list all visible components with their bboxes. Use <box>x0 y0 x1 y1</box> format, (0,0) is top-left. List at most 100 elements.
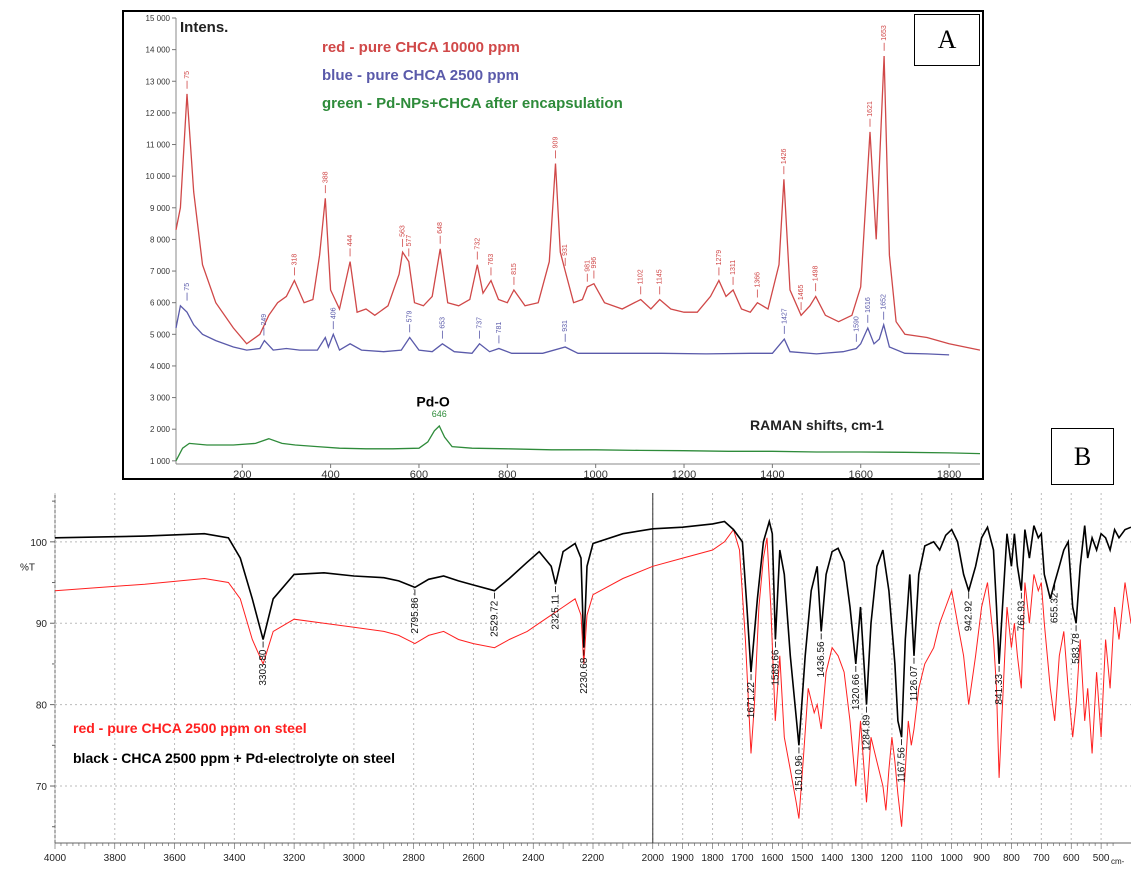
peak-label: 1320.66 <box>851 674 862 711</box>
y-tick-label: 8 000 <box>150 235 171 244</box>
y-tick-label: 12 000 <box>146 109 171 118</box>
legend-entry: black - CHCA 2500 ppm + Pd-electrolyte o… <box>73 750 395 766</box>
x-tick-label: 2600 <box>462 853 485 864</box>
x-tick-label: 2200 <box>582 853 605 864</box>
peak-label: 1284.89 <box>862 714 873 751</box>
x-tick-label: 800 <box>1003 853 1020 864</box>
peak-label: 249 <box>261 314 268 326</box>
x-tick-label: 400 <box>321 469 339 478</box>
peak-label: 781 <box>496 322 503 334</box>
ftir-chart: 70 80 90 100 %T 4000 3800 3600 3400 3200 3000 2800 2… <box>20 493 1131 866</box>
raman-chart: 1 000 2 000 3 000 4 000 5 000 6 000 7 000 8 000… <box>146 14 981 481</box>
peak-label: 815 <box>511 263 518 275</box>
peak-label: 1652 <box>881 294 888 310</box>
peak-label: 1653 <box>881 25 888 41</box>
peak-label: 406 <box>330 307 337 319</box>
y-tick-label: 10 000 <box>146 172 171 181</box>
peak-label: 931 <box>562 244 569 256</box>
peak-label: 1436.56 <box>816 641 827 678</box>
y-tick-label: 11 000 <box>146 141 170 150</box>
x-tick-label: 1800 <box>701 853 724 864</box>
y-tick-label: 15 000 <box>146 14 171 23</box>
y-tick-label: 90 <box>36 619 48 630</box>
x-tick-label: 1500 <box>791 853 814 864</box>
x-tick-label: 200 <box>233 469 251 478</box>
peak-label: 1102 <box>638 269 645 284</box>
legend-entry: red - pure CHCA 2500 ppm on steel <box>73 720 307 736</box>
peak-label: 1465 <box>798 284 805 300</box>
peak-label: 996 <box>591 257 598 269</box>
peak-label: 1616 <box>865 297 872 313</box>
x-tick-label: 600 <box>1063 853 1080 864</box>
peak-label: 737 <box>476 317 483 329</box>
spectrum-line <box>175 424 981 462</box>
x-tick-label: 1400 <box>760 469 784 478</box>
x-tick-label: 3000 <box>343 853 366 864</box>
y-tick-label: 13 000 <box>146 77 171 86</box>
x-tick-label: 1000 <box>941 853 964 864</box>
x-tick-label: 3200 <box>283 853 306 864</box>
peak-label: 563 <box>400 225 407 237</box>
peak-label: 1145 <box>657 269 664 284</box>
peak-label: 1311 <box>730 260 737 275</box>
x-tick-label: 800 <box>498 469 516 478</box>
y-tick-label: 5 000 <box>150 330 171 339</box>
x-tick-label: 2000 <box>642 853 665 864</box>
x-tick-label: 1700 <box>731 853 754 864</box>
peak-label: 2529.72 <box>489 600 500 637</box>
y-tick-label: 70 <box>36 782 48 793</box>
peak-label: 931 <box>562 320 569 332</box>
legend-entry: green - Pd-NPs+CHCA after encapsulation <box>322 95 623 112</box>
x-tick-label: 2400 <box>522 853 545 864</box>
x-tick-label: 1100 <box>911 853 933 864</box>
y-tick-label: 3 000 <box>150 394 171 403</box>
peak-label: 388 <box>322 171 329 183</box>
peak-label: 942.92 <box>964 600 975 631</box>
spectrum-line <box>175 55 981 351</box>
y-axis-title: Intens. <box>180 19 228 36</box>
peak-label: 577 <box>406 235 413 247</box>
x-tick-label: 1900 <box>672 853 695 864</box>
x-tick-label: 3600 <box>163 853 186 864</box>
peak-label: 841.33 <box>994 673 1005 704</box>
peak-label: 75 <box>184 283 191 291</box>
peak-label: 2795.86 <box>410 597 421 634</box>
peak-label: 1427 <box>781 308 788 324</box>
x-axis-title: RAMAN shifts, cm-1 <box>750 417 884 433</box>
peak-label: 981 <box>584 260 591 272</box>
peak-label: 444 <box>347 235 354 247</box>
peak-label: 766.93 <box>1016 600 1027 631</box>
raman-spectrum-panel: 1 000 2 000 3 000 4 000 5 000 6 000 7 000 8 000… <box>122 10 984 481</box>
legend-entry: blue - pure CHCA 2500 ppm <box>322 67 519 84</box>
y-tick-label: 100 <box>30 538 47 549</box>
peak-label: 2230.68 <box>579 657 590 694</box>
y-tick-label: 1 000 <box>150 457 171 466</box>
peak-label: 655.32 <box>1050 592 1061 623</box>
x-tick-label: 1400 <box>821 853 844 864</box>
y-tick-label: 80 <box>36 701 48 712</box>
panel-a-label: A <box>914 14 980 66</box>
peak-label: 318 <box>291 254 298 266</box>
x-tick-label: 3400 <box>223 853 246 864</box>
peak-label: 1167.56 <box>897 747 908 783</box>
x-tick-label: 1300 <box>851 853 874 864</box>
x-tick-label: 1800 <box>937 469 961 478</box>
y-axis-title: %T <box>20 562 35 573</box>
peak-label: 1426 <box>781 148 788 164</box>
y-tick-label: 7 000 <box>150 267 171 276</box>
peak-label: 1126.07 <box>909 665 920 701</box>
peak-label: 1671.22 <box>746 682 757 719</box>
peak-label: 653 <box>439 317 446 329</box>
peak-label: 3303.80 <box>258 649 269 686</box>
annotation-label: 646 <box>432 409 447 419</box>
y-tick-label: 14 000 <box>146 46 171 55</box>
peak-label: 1366 <box>754 272 761 288</box>
peak-label: 1498 <box>813 266 820 282</box>
y-tick-label: 9 000 <box>150 204 171 213</box>
peak-label: 1510.96 <box>794 755 805 792</box>
peak-label: 1589.66 <box>770 649 781 686</box>
spectrum-line <box>54 528 1131 827</box>
x-tick-label: 1000 <box>583 469 607 478</box>
peak-label: 763 <box>488 254 495 266</box>
y-tick-label: 4 000 <box>150 362 171 371</box>
